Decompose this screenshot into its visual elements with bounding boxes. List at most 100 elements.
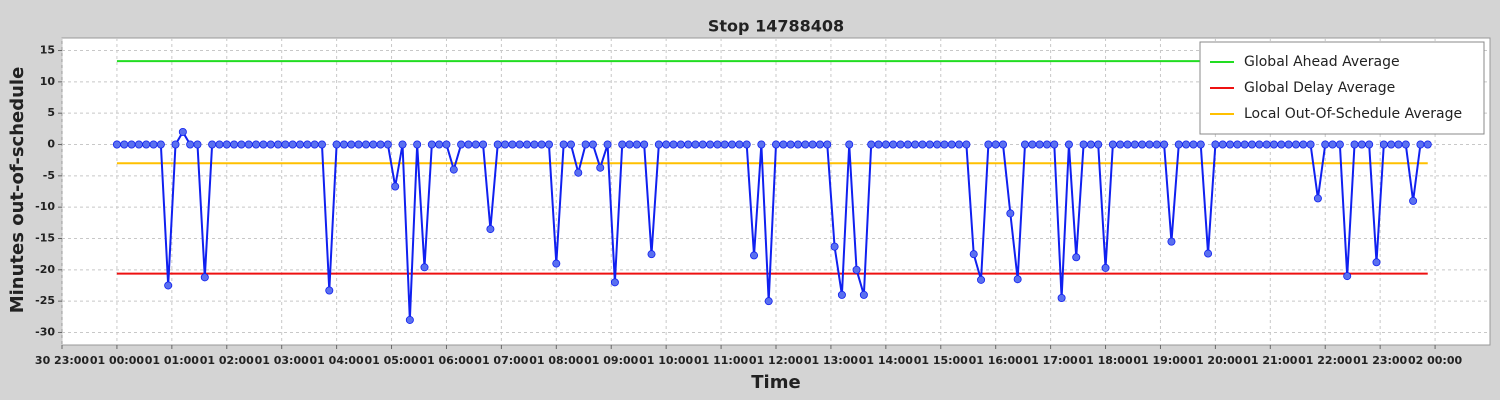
data-point (266, 140, 275, 149)
data-point (962, 140, 971, 149)
data-point (237, 140, 246, 149)
data-point (1130, 140, 1139, 149)
data-point (1401, 140, 1410, 149)
data-point (112, 140, 121, 149)
data-point (1255, 140, 1264, 149)
data-point (1350, 140, 1359, 149)
data-point (603, 140, 612, 149)
data-point (383, 140, 392, 149)
x-tick-label: 01 00:00 (90, 354, 144, 367)
data-point (1343, 272, 1352, 281)
data-point (1189, 140, 1198, 149)
data-point (815, 140, 824, 149)
x-tick-label: 01 10:00 (639, 354, 693, 367)
legend: Global Ahead Average Global Delay Average… (1199, 41, 1485, 135)
x-tick-label: 01 17:00 (1024, 354, 1078, 367)
data-point (1306, 140, 1315, 149)
data-point (786, 140, 795, 149)
data-point (779, 140, 788, 149)
data-point (164, 281, 173, 290)
data-point (1313, 194, 1322, 203)
x-tick-label: 01 01:00 (145, 354, 199, 367)
data-point (830, 242, 839, 251)
data-point (852, 265, 861, 274)
data-point (1013, 275, 1022, 284)
data-point (1299, 140, 1308, 149)
data-point (1094, 140, 1103, 149)
data-point (1291, 140, 1300, 149)
data-point (647, 250, 656, 259)
data-point (889, 140, 898, 149)
x-tick-label: 01 07:00 (474, 354, 528, 367)
data-point (1218, 140, 1227, 149)
data-point (1138, 140, 1147, 149)
legend-label: Global Delay Average (1244, 80, 1395, 96)
data-point (955, 140, 964, 149)
data-point (999, 140, 1008, 149)
data-point (413, 140, 422, 149)
data-point (735, 140, 744, 149)
data-point (1072, 253, 1081, 262)
data-point (977, 275, 986, 284)
data-point (1108, 140, 1117, 149)
x-tick-label: 01 21:00 (1243, 354, 1297, 367)
data-point (903, 140, 912, 149)
data-point (1379, 140, 1388, 149)
data-point (1204, 249, 1213, 258)
data-point (252, 140, 261, 149)
data-point (1050, 140, 1059, 149)
y-tick-label: 0 (47, 138, 55, 151)
y-tick-label: -15 (35, 231, 55, 244)
data-point (610, 278, 619, 287)
data-point (808, 140, 817, 149)
data-point (449, 165, 458, 174)
data-point (1233, 140, 1242, 149)
x-tick-label: 02 00:00 (1408, 354, 1462, 367)
data-point (464, 140, 473, 149)
x-tick-label: 01 12:00 (749, 354, 803, 367)
data-point (230, 140, 239, 149)
data-point (1042, 140, 1051, 149)
data-point (501, 140, 510, 149)
x-tick-label: 01 16:00 (969, 354, 1023, 367)
data-point (640, 140, 649, 149)
data-point (391, 182, 400, 191)
data-point (1006, 209, 1015, 218)
data-point (310, 140, 319, 149)
data-point (544, 140, 553, 149)
data-point (1020, 140, 1029, 149)
data-point (523, 140, 532, 149)
data-point (215, 140, 224, 149)
data-point (398, 140, 407, 149)
data-point (1387, 140, 1396, 149)
data-point (1160, 140, 1169, 149)
data-point (823, 140, 832, 149)
data-point (581, 140, 590, 149)
x-tick-label: 30 23:00 (35, 354, 89, 367)
x-tick-label: 01 14:00 (859, 354, 913, 367)
data-point (1284, 140, 1293, 149)
data-point (479, 140, 488, 149)
data-line (116, 129, 1428, 320)
x-tick-label: 01 06:00 (419, 354, 473, 367)
data-point (435, 140, 444, 149)
data-point (508, 140, 517, 149)
data-point (361, 140, 370, 149)
data-point (933, 140, 942, 149)
data-point (669, 140, 678, 149)
data-point (991, 140, 1000, 149)
y-tick-label: -20 (35, 263, 55, 276)
data-point (193, 140, 202, 149)
chart-title: Stop 14788408 (708, 17, 844, 36)
x-axis-label: Time (751, 372, 800, 393)
data-point (486, 225, 495, 234)
data-point (405, 315, 414, 324)
data-point (874, 140, 883, 149)
data-point (940, 140, 949, 149)
data-point (339, 140, 348, 149)
data-point (859, 290, 868, 299)
data-point (1226, 140, 1235, 149)
data-point (757, 140, 766, 149)
data-point (1064, 140, 1073, 149)
